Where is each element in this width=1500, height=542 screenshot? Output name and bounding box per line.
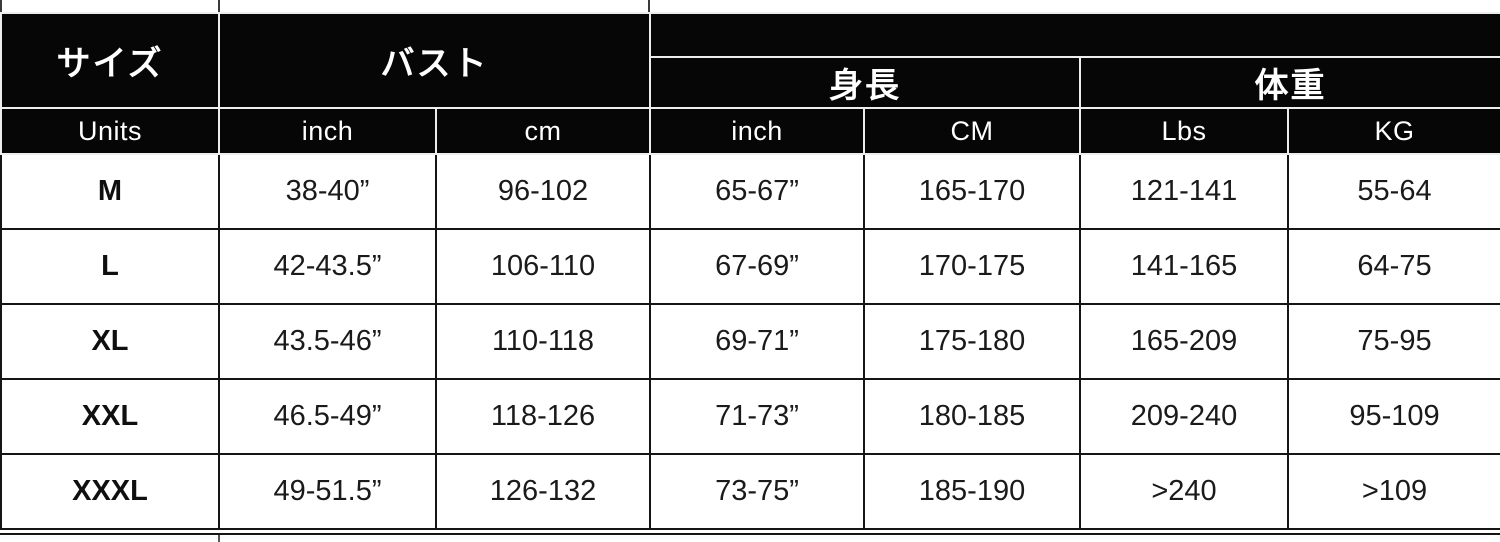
value-cell: 67-69” — [649, 228, 865, 305]
size-cell: XXL — [0, 378, 220, 455]
size-cell: L — [0, 228, 220, 305]
unit-header-row: Units inch cm inch CM Lbs KG — [0, 107, 1500, 155]
value-cell: 73-75” — [649, 453, 865, 530]
value-cell: 106-110 — [435, 228, 651, 305]
table-row-xxl: XXL 46.5-49” 118-126 71-73” 180-185 209-… — [0, 378, 1500, 455]
table-row-m: M 38-40” 96-102 65-67” 165-170 121-141 5… — [0, 153, 1500, 230]
value-cell: 71-73” — [649, 378, 865, 455]
grid-remnant-tick — [0, 0, 2, 12]
value-cell: 43.5-46” — [218, 303, 437, 380]
table-bottom-rule — [0, 533, 1500, 535]
header-group-row-2: 身長 体重 — [1, 56, 1500, 109]
value-cell: 65-67” — [649, 153, 865, 230]
unit-header-units: Units — [0, 107, 220, 155]
value-cell: 49-51.5” — [218, 453, 437, 530]
unit-header-bust-inch: inch — [218, 107, 437, 155]
grid-remnant-tick — [218, 0, 220, 12]
grid-remnant-tick — [648, 0, 650, 12]
table-row-l: L 42-43.5” 106-110 67-69” 170-175 141-16… — [0, 228, 1500, 305]
grid-remnant-tick — [218, 535, 220, 542]
value-cell: 121-141 — [1079, 153, 1289, 230]
header-group-row-1: サイズ バスト — [0, 12, 1500, 109]
value-cell: >240 — [1079, 453, 1289, 530]
empty-header-cell — [649, 12, 1500, 58]
value-cell: 165-209 — [1079, 303, 1289, 380]
value-cell: 165-170 — [863, 153, 1081, 230]
header-height: 身長 — [649, 56, 1081, 109]
value-cell: 209-240 — [1079, 378, 1289, 455]
table-row-xxxl: XXXL 49-51.5” 126-132 73-75” 185-190 >24… — [0, 453, 1500, 530]
cropped-row-remnant-top — [0, 0, 1500, 12]
value-cell: 42-43.5” — [218, 228, 437, 305]
value-cell: 38-40” — [218, 153, 437, 230]
value-cell: 180-185 — [863, 378, 1081, 455]
value-cell: 55-64 — [1287, 153, 1500, 230]
cropped-row-remnant-bottom — [0, 535, 1500, 542]
value-cell: 64-75 — [1287, 228, 1500, 305]
size-chart-table: サイズ バスト 身長 体重 Units inch cm inch CM Lbs … — [0, 12, 1500, 530]
value-cell: 185-190 — [863, 453, 1081, 530]
header-weight: 体重 — [1079, 56, 1500, 109]
table-row-xl: XL 43.5-46” 110-118 69-71” 175-180 165-2… — [0, 303, 1500, 380]
size-cell: M — [0, 153, 220, 230]
value-cell: 96-102 — [435, 153, 651, 230]
value-cell: 110-118 — [435, 303, 651, 380]
size-cell: XL — [0, 303, 220, 380]
value-cell: >109 — [1287, 453, 1500, 530]
unit-header-height-cm: CM — [863, 107, 1081, 155]
value-cell: 126-132 — [435, 453, 651, 530]
double-border-gap — [0, 530, 1500, 533]
value-cell: 69-71” — [649, 303, 865, 380]
value-cell: 46.5-49” — [218, 378, 437, 455]
unit-header-weight-lbs: Lbs — [1079, 107, 1289, 155]
value-cell: 170-175 — [863, 228, 1081, 305]
size-cell: XXXL — [0, 453, 220, 530]
unit-header-weight-kg: KG — [1287, 107, 1500, 155]
value-cell: 175-180 — [863, 303, 1081, 380]
unit-header-bust-cm: cm — [435, 107, 651, 155]
value-cell: 118-126 — [435, 378, 651, 455]
value-cell: 75-95 — [1287, 303, 1500, 380]
header-size: サイズ — [0, 12, 220, 109]
unit-header-height-inch: inch — [649, 107, 865, 155]
value-cell: 95-109 — [1287, 378, 1500, 455]
value-cell: 141-165 — [1079, 228, 1289, 305]
header-bust: バスト — [218, 12, 651, 109]
